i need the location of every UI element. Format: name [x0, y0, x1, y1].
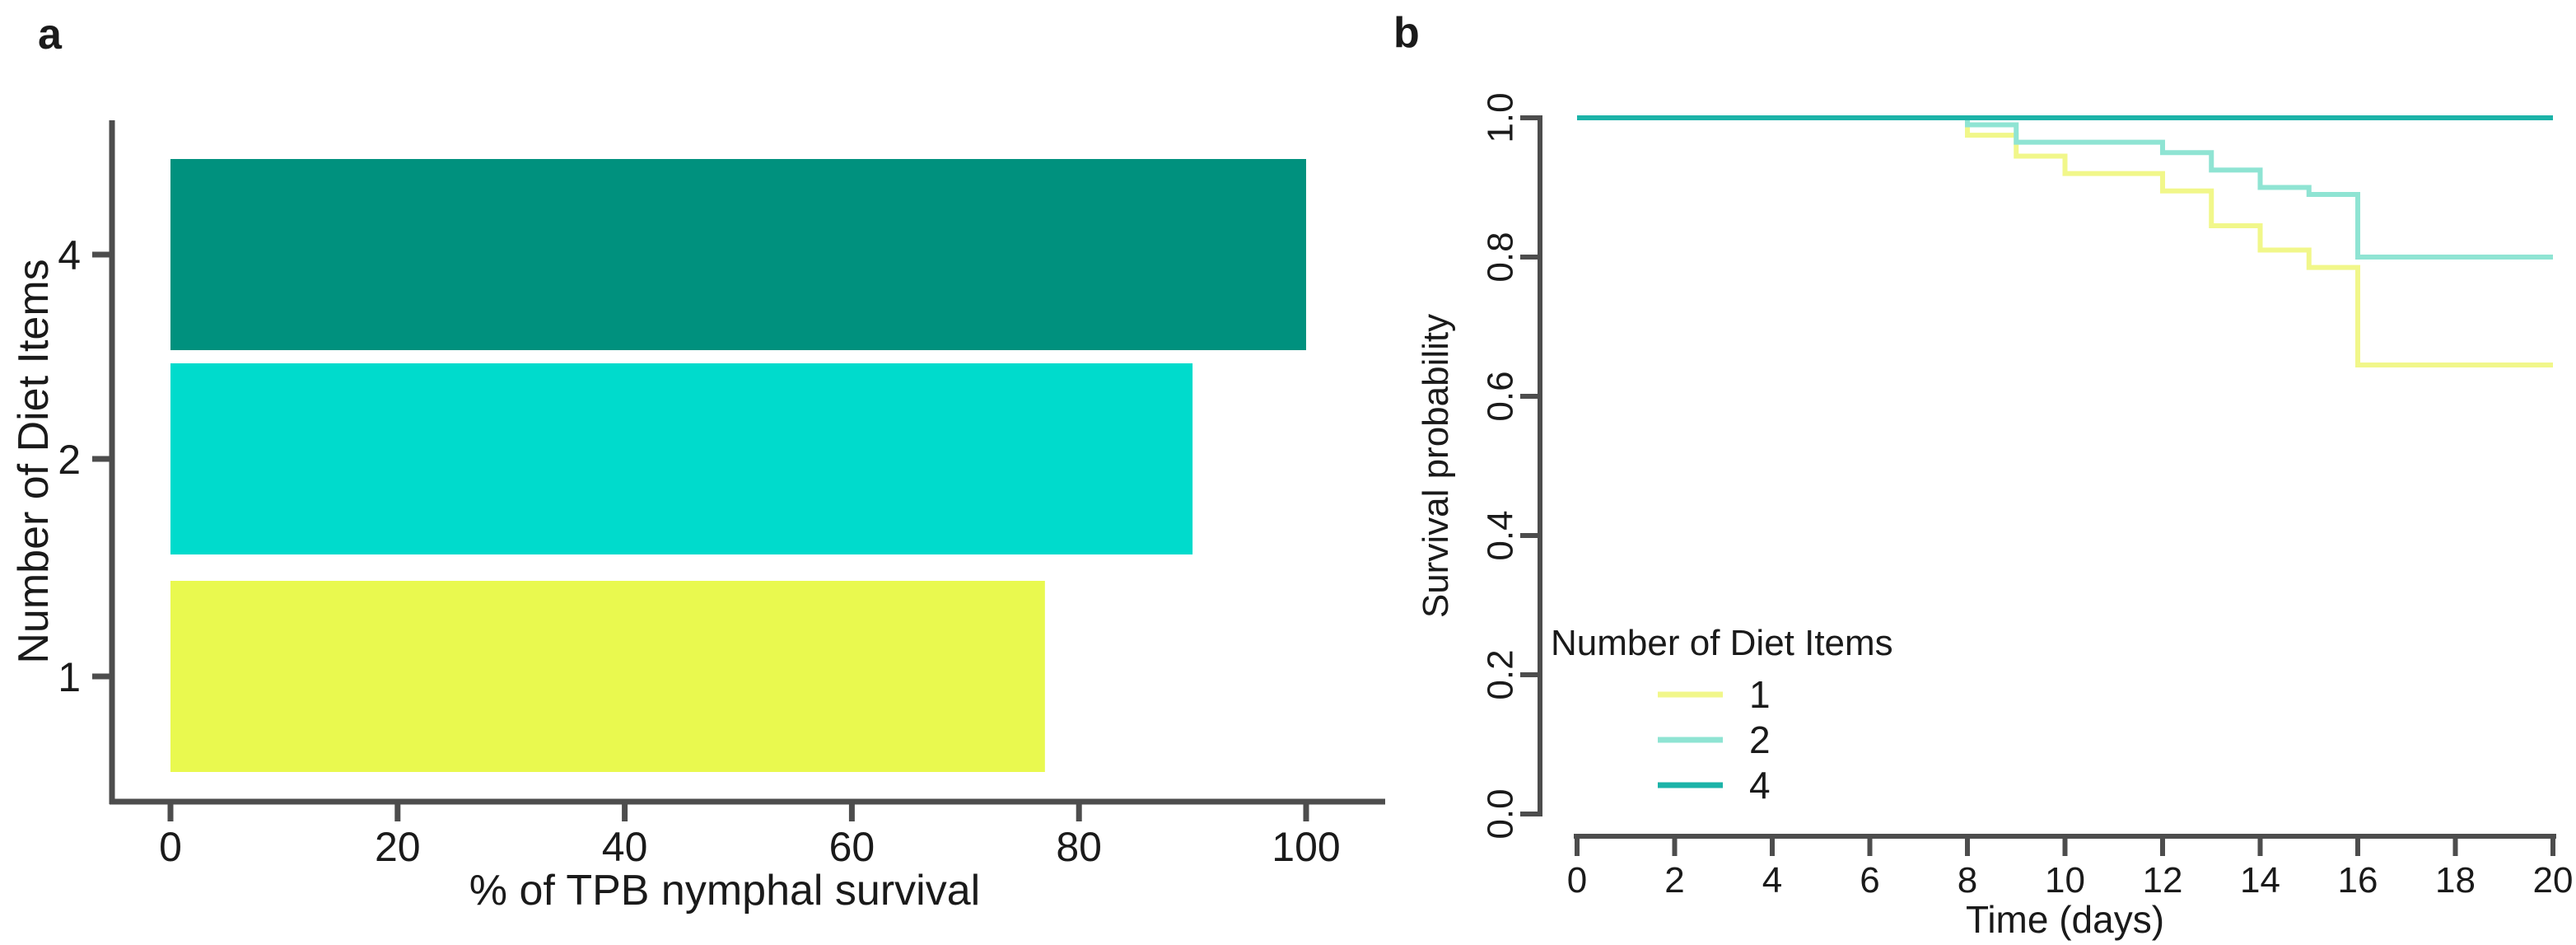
panel-b-x-tick-label: 10: [2045, 860, 2085, 901]
panel-b-x-tick-label: 2: [1664, 860, 1684, 901]
panel-b-x-tick-label: 6: [1860, 860, 1879, 901]
legend-title: Number of Diet Items: [1551, 623, 1893, 663]
panel-b-x-tick-label: 20: [2533, 860, 2574, 901]
legend-label-2: 2: [1749, 718, 1771, 761]
panel-a-y-tick-label: 4: [58, 232, 81, 278]
panel-b-y-tick-label: 0.2: [1481, 649, 1521, 699]
panel-a-x-axis-title: % of TPB nymphal survival: [469, 867, 980, 915]
panel-a-label: a: [38, 11, 62, 58]
panel-b-x-tick-label: 16: [2338, 860, 2378, 901]
panel-a-x-tick-label: 0: [159, 824, 182, 870]
panel-b-x-tick-label: 8: [1958, 860, 1977, 901]
bar-2: [170, 363, 1193, 554]
panel-a-y-axis-title: Number of Diet Items: [10, 259, 58, 663]
panel-b-y-tick-label: 1.0: [1481, 92, 1521, 143]
panel-b-y-tick-label: 0.8: [1481, 232, 1521, 282]
survival-curve-2: [1577, 115, 2553, 260]
legend-label-1: 1: [1749, 673, 1771, 716]
panel-a-x-tick-label: 60: [829, 824, 875, 870]
panel-a-y-tick-label: 1: [58, 654, 81, 700]
legend-label-4: 4: [1749, 764, 1771, 807]
survival-curve-1: [1577, 115, 2553, 367]
panel-a-x-tick-label: 40: [602, 824, 648, 870]
panel-a-x-tick-label: 80: [1056, 824, 1102, 870]
panel-b-x-tick-label: 14: [2240, 860, 2280, 901]
panel-b-label: b: [1393, 9, 1420, 57]
panel-a-x-tick-label: 100: [1272, 824, 1340, 870]
panel-b-y-tick-label: 0.4: [1481, 510, 1521, 560]
panel-b-x-tick-label: 4: [1762, 860, 1782, 901]
panel-b-x-tick-label: 0: [1567, 860, 1587, 901]
panel-b-y-tick-label: 0.0: [1481, 788, 1521, 839]
bar-1: [170, 581, 1045, 772]
bar-4: [170, 159, 1306, 350]
panel-a-x-tick-label: 20: [375, 824, 421, 870]
panel-b-x-tick-label: 12: [2143, 860, 2183, 901]
panel-b-x-tick-label: 18: [2435, 860, 2476, 901]
panel-b-y-tick-label: 0.6: [1481, 371, 1521, 421]
panel-a-y-tick-label: 2: [58, 437, 81, 483]
panel-b-x-axis-title: Time (days): [1966, 898, 2164, 941]
panel-b-y-axis-title: Survival probability: [1416, 314, 1456, 618]
